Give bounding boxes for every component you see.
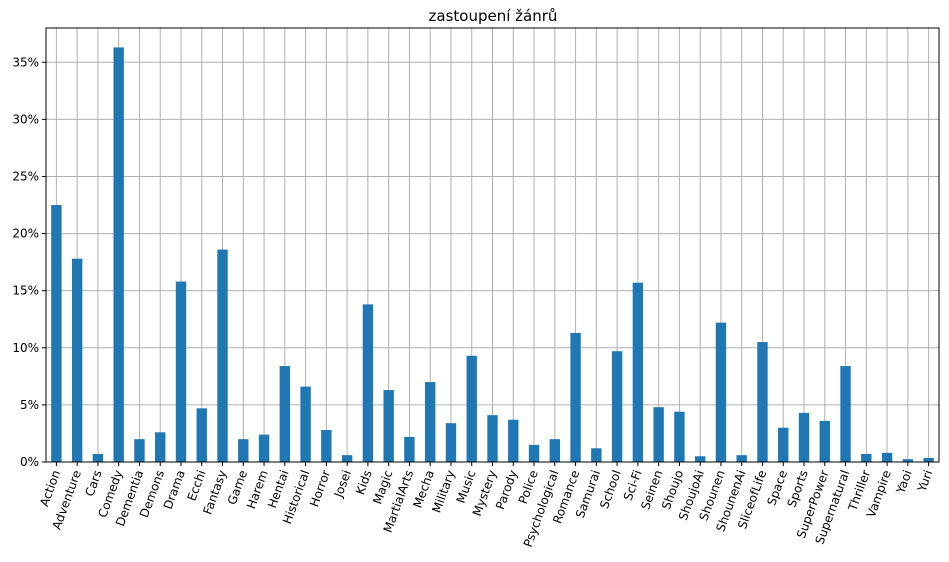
bar-psychological — [549, 439, 560, 462]
bar-adventure — [71, 258, 83, 462]
bar-hentai — [279, 366, 291, 462]
axes — [42, 27, 940, 466]
bar-josei — [341, 455, 353, 462]
y-tick-labels: 0% 5% 10% 15% 20% 25% 30% 35% — [12, 55, 39, 469]
bar-military — [445, 423, 457, 462]
y-tick-label: 0% — [20, 455, 39, 469]
bar-sliceoflife — [757, 342, 768, 462]
bar-action — [51, 205, 62, 463]
bar-drama — [175, 281, 187, 462]
bar-shoujo — [674, 411, 685, 462]
y-tick-label: 5% — [20, 398, 39, 412]
bar-comedy — [113, 47, 124, 462]
bar-samurai — [591, 448, 602, 462]
bar-magic — [383, 390, 394, 462]
bar-superpower — [819, 420, 830, 462]
bar-sci-fi — [632, 282, 644, 462]
bar-ecchi — [196, 408, 207, 462]
bar-dementia — [134, 439, 145, 462]
bar-seinen — [653, 407, 664, 462]
y-tick-label: 25% — [12, 169, 39, 183]
bar-music — [466, 355, 477, 462]
bar-space — [778, 427, 789, 462]
bar-game — [238, 439, 249, 462]
y-tick-label: 30% — [12, 112, 39, 126]
bar-mystery — [487, 415, 498, 462]
y-tick-label: 15% — [12, 284, 39, 298]
chart-title: zastoupení žánrů — [429, 7, 558, 25]
x-tick-labels: ActionAdventureCarsComedyDementiaDemonsD… — [37, 468, 935, 549]
bar-sports — [798, 412, 810, 462]
x-tick-label: Josei — [331, 468, 354, 500]
x-tick-label: Yuri — [914, 468, 935, 494]
bar-police — [528, 444, 540, 462]
bar-harem — [258, 434, 270, 462]
x-tick-label: Yaoi — [893, 468, 915, 496]
bar-shounen — [715, 322, 727, 462]
x-tick-label: Cars — [82, 468, 104, 498]
bar-parody — [508, 419, 519, 462]
y-tick-label: 10% — [12, 341, 39, 355]
bar-supernatural — [840, 366, 851, 462]
bar-kids — [362, 304, 374, 462]
bar-shounenai — [736, 455, 747, 462]
bar-horror — [321, 430, 332, 462]
y-tick-label: 35% — [12, 55, 39, 69]
x-tick-label: Kids — [353, 468, 375, 496]
bar-cars — [92, 454, 104, 462]
bar-vampire — [881, 452, 893, 462]
bar-school — [611, 351, 623, 462]
bar-yuri — [923, 458, 934, 462]
bar-historical — [300, 386, 311, 462]
bar-demons — [155, 432, 166, 462]
bar-martialarts — [404, 436, 415, 462]
bar-yaoi — [902, 459, 914, 462]
bar-romance — [570, 332, 581, 462]
bar-thriller — [861, 454, 872, 462]
bar-mecha — [425, 382, 436, 462]
bars — [51, 47, 934, 463]
bar-fantasy — [217, 249, 228, 462]
bar-shoujoai — [694, 456, 706, 462]
y-tick-label: 20% — [12, 227, 39, 241]
